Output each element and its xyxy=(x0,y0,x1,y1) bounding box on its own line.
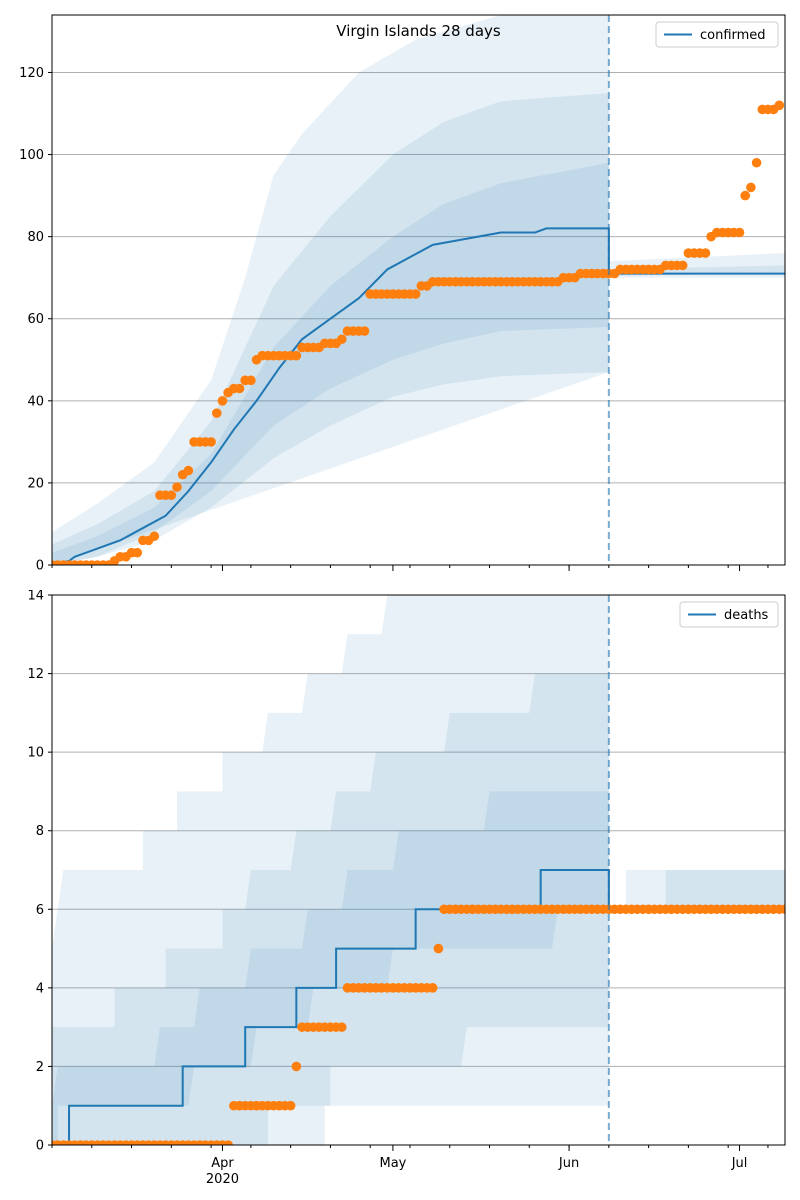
uncertainty-band xyxy=(52,595,609,1145)
observed-point xyxy=(427,983,438,993)
uncertainty-band xyxy=(608,870,785,910)
y-tick-label: 0 xyxy=(36,1139,44,1154)
observed-point xyxy=(746,182,756,193)
observed-point xyxy=(336,334,347,345)
observed-point xyxy=(751,157,762,168)
bands-group xyxy=(52,595,785,1145)
y-tick-label: 2 xyxy=(36,1060,44,1075)
observed-point xyxy=(336,1022,347,1032)
y-tick-label: 80 xyxy=(27,230,44,245)
y-tick-label: 120 xyxy=(19,66,44,81)
observed-point xyxy=(172,482,182,492)
observed-point xyxy=(206,437,216,447)
observed-point xyxy=(774,100,785,111)
legend-label: deaths xyxy=(724,608,769,623)
x-tick-sublabel: 2020 xyxy=(206,1172,239,1187)
y-tick-label: 10 xyxy=(27,746,44,761)
observed-point xyxy=(183,465,194,476)
observed-point xyxy=(285,1100,296,1111)
observed-point xyxy=(734,227,745,238)
observed-point xyxy=(291,350,302,361)
y-tick-label: 12 xyxy=(27,667,44,682)
observed-point xyxy=(410,289,421,299)
observed-point xyxy=(132,547,143,558)
observed-point xyxy=(359,326,370,336)
legend-box xyxy=(679,601,779,628)
observed-point xyxy=(780,904,785,915)
uncertainty-band xyxy=(52,92,609,565)
axes-frame xyxy=(51,594,786,1146)
observed-point xyxy=(291,1061,302,1072)
uncertainty-band xyxy=(52,162,609,565)
y-tick-label: 0 xyxy=(36,559,44,574)
y-tick-label: 8 xyxy=(36,824,44,839)
observed-point xyxy=(217,396,228,406)
chart-title: Virgin Islands 28 days xyxy=(336,22,501,40)
x-tick-label: Apr xyxy=(211,1156,234,1171)
x-tick-label: Jul xyxy=(731,1156,748,1171)
confirmed-chart: 0 20 40 60 80 100 120 Virgin Islands 28 days con… xyxy=(19,14,786,574)
axes-frame xyxy=(51,14,786,566)
x-tick-label: May xyxy=(379,1156,406,1171)
x-tick-label: Jun xyxy=(558,1156,579,1171)
y-tick-label: 14 xyxy=(27,590,44,604)
legend-box xyxy=(655,21,779,48)
bands-group xyxy=(52,15,785,565)
observed-point xyxy=(700,248,711,258)
observed-point xyxy=(223,1140,233,1145)
y-tick-label: 20 xyxy=(27,476,44,491)
y-tick-label: 100 xyxy=(19,148,44,163)
uncertainty-band xyxy=(608,870,785,910)
y-tick-label: 60 xyxy=(27,312,44,327)
uncertainty-band xyxy=(52,791,609,1145)
observed-point xyxy=(149,531,160,542)
y-tick-label: 40 xyxy=(27,394,44,409)
observed-point xyxy=(740,190,751,201)
deaths-line xyxy=(52,869,785,1145)
observed-point xyxy=(677,260,688,271)
uncertainty-band xyxy=(52,15,609,565)
observed-point xyxy=(234,383,245,394)
observed-point xyxy=(211,408,222,418)
y-tick-label: 4 xyxy=(36,981,44,996)
uncertainty-band xyxy=(52,673,609,1145)
legend-label: confirmed xyxy=(700,28,766,43)
y-tick-label: 6 xyxy=(36,903,44,918)
observed-point xyxy=(246,375,256,386)
observed-point xyxy=(433,943,444,954)
observed-point xyxy=(166,490,177,501)
